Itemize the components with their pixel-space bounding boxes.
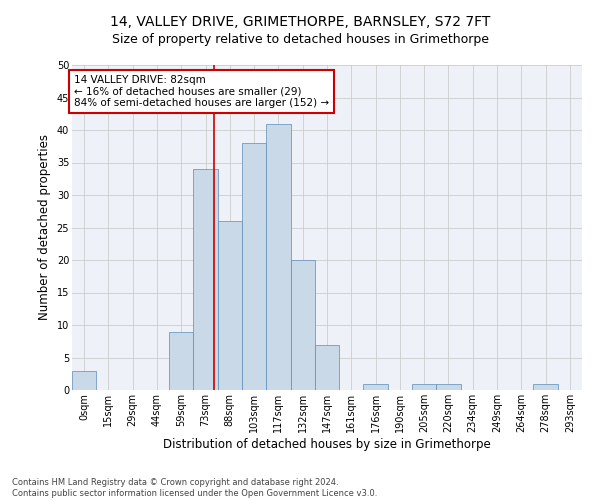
- Bar: [169, 332, 193, 390]
- Bar: [533, 384, 558, 390]
- Bar: [412, 384, 436, 390]
- Bar: [290, 260, 315, 390]
- Bar: [315, 344, 339, 390]
- Bar: [364, 384, 388, 390]
- Y-axis label: Number of detached properties: Number of detached properties: [38, 134, 51, 320]
- Bar: [436, 384, 461, 390]
- Bar: [242, 143, 266, 390]
- Bar: [193, 169, 218, 390]
- Bar: [72, 370, 96, 390]
- Bar: [218, 221, 242, 390]
- Text: Size of property relative to detached houses in Grimethorpe: Size of property relative to detached ho…: [112, 32, 488, 46]
- Text: 14, VALLEY DRIVE, GRIMETHORPE, BARNSLEY, S72 7FT: 14, VALLEY DRIVE, GRIMETHORPE, BARNSLEY,…: [110, 15, 490, 29]
- Bar: [266, 124, 290, 390]
- Text: 14 VALLEY DRIVE: 82sqm
← 16% of detached houses are smaller (29)
84% of semi-det: 14 VALLEY DRIVE: 82sqm ← 16% of detached…: [74, 74, 329, 108]
- X-axis label: Distribution of detached houses by size in Grimethorpe: Distribution of detached houses by size …: [163, 438, 491, 450]
- Text: Contains HM Land Registry data © Crown copyright and database right 2024.
Contai: Contains HM Land Registry data © Crown c…: [12, 478, 377, 498]
